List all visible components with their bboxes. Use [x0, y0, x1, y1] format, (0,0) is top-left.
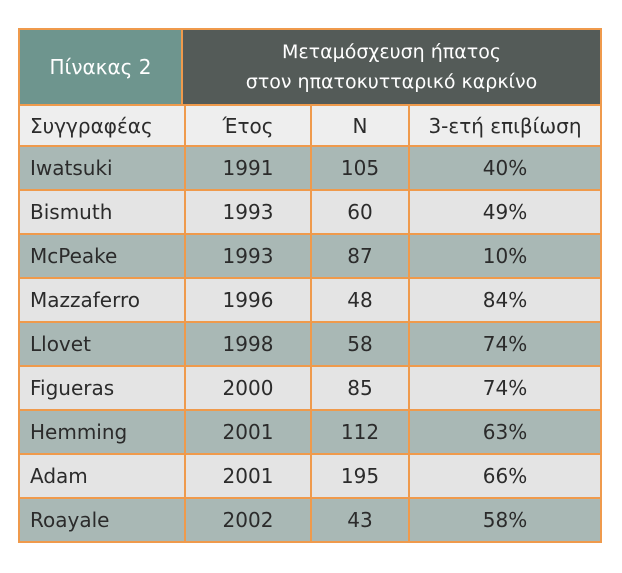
cell-survival: 74%	[408, 323, 600, 365]
cell-author: Roayale	[20, 499, 184, 541]
cell-n: 60	[310, 191, 408, 233]
table-row: Adam 2001 195 66%	[20, 453, 600, 497]
cell-author: Mazzaferro	[20, 279, 184, 321]
column-header-year: Έτος	[184, 106, 310, 145]
cell-n: 85	[310, 367, 408, 409]
table-row: Llovet 1998 58 74%	[20, 321, 600, 365]
cell-year: 1991	[184, 147, 310, 189]
cell-survival: 40%	[408, 147, 600, 189]
cell-survival: 84%	[408, 279, 600, 321]
cell-n: 105	[310, 147, 408, 189]
column-header-author: Συγγραφέας	[20, 106, 184, 145]
cell-survival: 10%	[408, 235, 600, 277]
table-row: Iwatsuki 1991 105 40%	[20, 147, 600, 189]
column-header-row: Συγγραφέας Έτος N 3-ετή επιβίωση	[20, 104, 600, 147]
cell-survival: 74%	[408, 367, 600, 409]
table-row: McPeake 1993 87 10%	[20, 233, 600, 277]
cell-survival: 63%	[408, 411, 600, 453]
cell-year: 2001	[184, 455, 310, 497]
cell-author: Adam	[20, 455, 184, 497]
cell-year: 1993	[184, 191, 310, 233]
table-row: Bismuth 1993 60 49%	[20, 189, 600, 233]
cell-survival: 58%	[408, 499, 600, 541]
cell-author: Hemming	[20, 411, 184, 453]
table-header: Πίνακας 2 Μεταμόσχευση ήπατος στον ηπατο…	[20, 30, 600, 104]
cell-author: Llovet	[20, 323, 184, 365]
cell-survival: 49%	[408, 191, 600, 233]
cell-year: 1993	[184, 235, 310, 277]
cell-n: 43	[310, 499, 408, 541]
table-title: Μεταμόσχευση ήπατος στον ηπατοκυτταρικό …	[183, 30, 600, 104]
column-header-survival: 3-ετή επιβίωση	[408, 106, 600, 145]
column-header-n: N	[310, 106, 408, 145]
cell-n: 195	[310, 455, 408, 497]
table-title-line1: Μεταμόσχευση ήπατος	[282, 41, 501, 63]
table-body: Iwatsuki 1991 105 40% Bismuth 1993 60 49% McPeak…	[20, 147, 600, 541]
cell-year: 2002	[184, 499, 310, 541]
cell-n: 87	[310, 235, 408, 277]
cell-year: 1998	[184, 323, 310, 365]
cell-author: Bismuth	[20, 191, 184, 233]
table-row: Figueras 2000 85 74%	[20, 365, 600, 409]
table-row: Hemming 2001 112 63%	[20, 409, 600, 453]
cell-year: 2000	[184, 367, 310, 409]
cell-year: 1996	[184, 279, 310, 321]
table-label: Πίνακας 2	[20, 30, 183, 104]
cell-author: McPeake	[20, 235, 184, 277]
survival-table: Πίνακας 2 Μεταμόσχευση ήπατος στον ηπατο…	[18, 28, 602, 543]
cell-n: 58	[310, 323, 408, 365]
table-row: Roayale 2002 43 58%	[20, 497, 600, 541]
table-row: Mazzaferro 1996 48 84%	[20, 277, 600, 321]
cell-year: 2001	[184, 411, 310, 453]
cell-n: 48	[310, 279, 408, 321]
cell-author: Iwatsuki	[20, 147, 184, 189]
cell-survival: 66%	[408, 455, 600, 497]
cell-n: 112	[310, 411, 408, 453]
table-title-line2: στον ηπατοκυτταρικό καρκίνο	[245, 71, 538, 93]
cell-author: Figueras	[20, 367, 184, 409]
